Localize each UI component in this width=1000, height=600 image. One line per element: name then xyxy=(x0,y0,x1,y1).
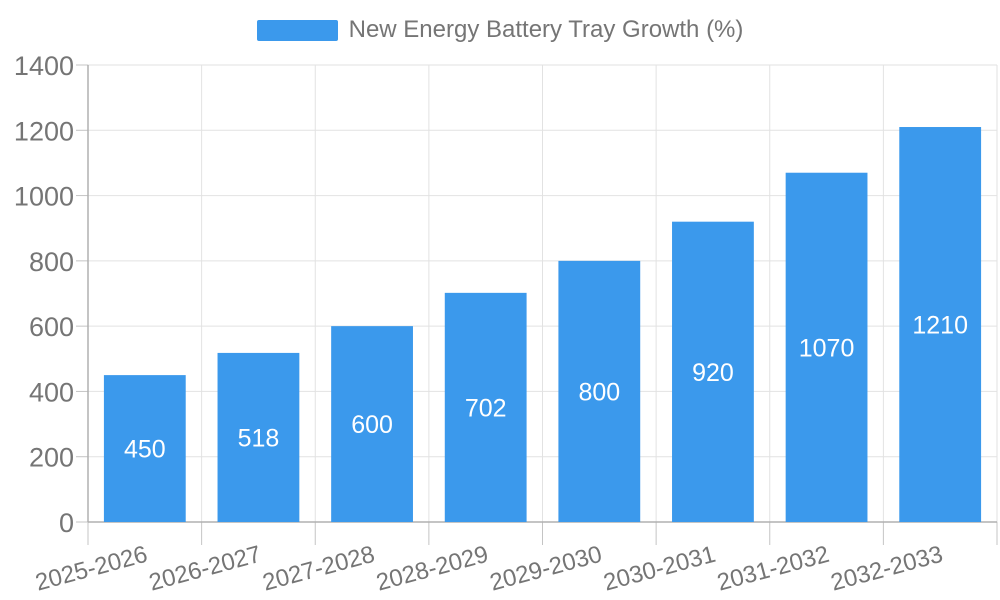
bar[interactable] xyxy=(217,352,300,522)
y-axis-tick-label: 400 xyxy=(29,377,74,407)
bar-value-label: 920 xyxy=(692,359,734,387)
y-axis-tick-label: 1400 xyxy=(14,51,74,81)
x-axis-tick-label: 2032-2033 xyxy=(828,541,946,597)
bar-value-label: 518 xyxy=(238,424,280,452)
bar[interactable] xyxy=(899,127,982,523)
y-axis-tick-label: 0 xyxy=(59,508,74,538)
x-axis-tick-label: 2029-2030 xyxy=(487,541,605,597)
bar[interactable] xyxy=(785,172,868,522)
bar[interactable] xyxy=(331,326,413,522)
y-axis-tick-label: 800 xyxy=(29,247,74,277)
bar[interactable] xyxy=(672,221,754,522)
bar-value-label: 450 xyxy=(124,436,166,464)
bar-value-label: 702 xyxy=(465,394,507,422)
x-axis-tick-label: 2026-2027 xyxy=(146,541,264,597)
y-axis-tick-label: 200 xyxy=(29,443,74,473)
bar-value-label: 1070 xyxy=(799,334,855,362)
y-axis-tick-label: 1000 xyxy=(14,182,74,212)
y-axis-tick-label: 1200 xyxy=(14,116,74,146)
x-axis-tick-label: 2027-2028 xyxy=(260,541,378,597)
x-axis-tick-label: 2030-2031 xyxy=(601,541,719,597)
y-axis-tick-label: 600 xyxy=(29,312,74,342)
x-axis-tick-label: 2031-2032 xyxy=(714,541,832,597)
bar[interactable] xyxy=(103,375,186,522)
legend-series-label: New Energy Battery Tray Growth (%) xyxy=(348,16,744,43)
bar[interactable] xyxy=(558,260,641,522)
bar-value-label: 800 xyxy=(578,378,620,406)
x-axis-tick-label: 2028-2029 xyxy=(373,541,491,597)
bar[interactable] xyxy=(444,292,527,522)
legend[interactable]: New Energy Battery Tray Growth (%) xyxy=(0,16,1000,44)
x-axis-tick-label: 2025-2026 xyxy=(33,541,151,597)
bar-value-label: 600 xyxy=(351,411,393,439)
bar-value-label: 1210 xyxy=(912,312,968,340)
legend-swatch xyxy=(256,19,338,41)
